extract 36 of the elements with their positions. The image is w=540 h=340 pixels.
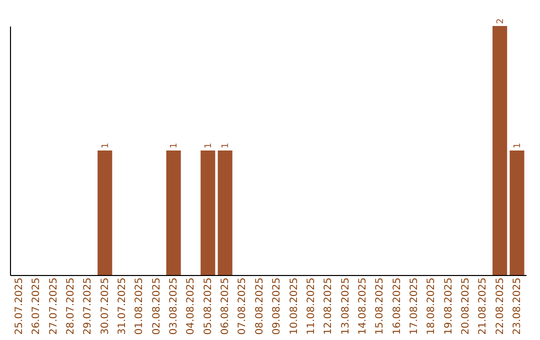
x-tick-label: 11.08.2025 <box>306 278 317 335</box>
x-tick-label: 20.08.2025 <box>460 278 472 335</box>
data-label: 1 <box>100 142 111 148</box>
x-tick-label: 05.08.2025 <box>202 278 214 335</box>
x-tick-label: 10.08.2025 <box>288 278 300 335</box>
x-tick-label: 23.08.2025 <box>512 278 523 335</box>
data-label: 1 <box>221 142 232 148</box>
x-tick-label: 07.08.2025 <box>237 278 248 335</box>
data-label: 1 <box>204 142 214 148</box>
x-tick-label: 13.08.2025 <box>340 278 352 335</box>
x-tick-label: 30.07.2025 <box>100 278 111 335</box>
x-tick-label: 12.08.2025 <box>323 278 334 335</box>
x-tick-label: 19.08.2025 <box>443 278 454 335</box>
x-tick-label: 16.08.2025 <box>392 278 403 335</box>
x-tick-label: 21.08.2025 <box>478 278 489 335</box>
x-tick-label: 06.08.2025 <box>220 278 232 335</box>
data-label: 1 <box>512 142 523 148</box>
x-tick-label: 26.07.2025 <box>31 278 42 335</box>
data-label: 2 <box>496 18 506 24</box>
x-tick-label: 08.08.2025 <box>254 278 266 335</box>
x-tick-label: 04.08.2025 <box>186 278 197 335</box>
x-tick-label: 01.08.2025 <box>134 278 146 335</box>
x-tick-label: 15.08.2025 <box>374 278 386 335</box>
x-tick-label: 18.08.2025 <box>426 278 438 335</box>
x-tick-label: 09.08.2025 <box>272 278 283 335</box>
x-tick-label: 03.08.2025 <box>168 278 180 335</box>
x-tick-label: 17.08.2025 <box>408 278 420 335</box>
x-tick-label: 28.07.2025 <box>66 278 77 335</box>
x-tick-label: 14.08.2025 <box>357 278 368 335</box>
x-tick-label: 02.08.2025 <box>151 278 162 335</box>
x-tick-label: 25.07.2025 <box>14 278 26 335</box>
x-tick-label: 29.07.2025 <box>82 278 94 335</box>
x-tick-label: 22.08.2025 <box>494 278 506 335</box>
data-label: 1 <box>170 142 180 148</box>
x-tick-label: 31.07.2025 <box>117 278 128 335</box>
x-tick-label: 27.07.2025 <box>48 278 60 335</box>
